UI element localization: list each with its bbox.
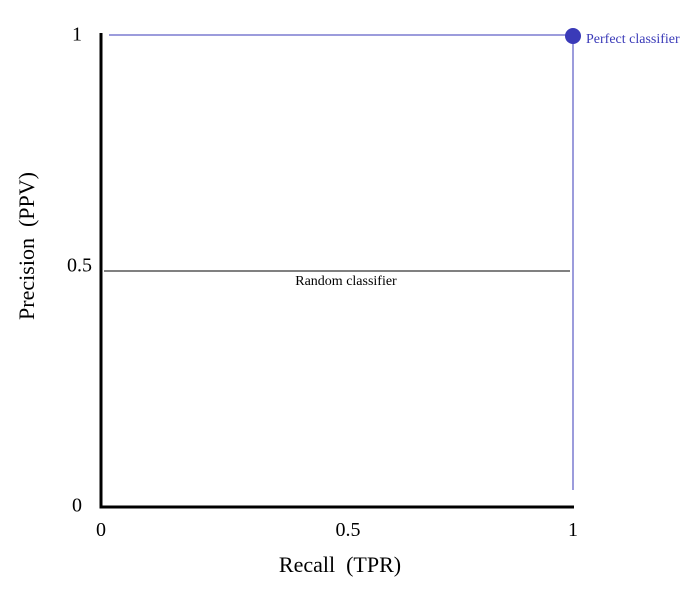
x-tick-label-0: 0 — [96, 519, 106, 541]
perfect-classifier-point — [565, 28, 581, 44]
x-tick-label-1: 1 — [568, 519, 578, 541]
perfect-classifier-line — [109, 34, 574, 490]
y-tick-label-1: 1 — [72, 24, 82, 46]
random-classifier-label: Random classifier — [295, 274, 397, 289]
y-axis-title: Precision (PPV) — [14, 172, 39, 320]
y-tick-label-0: 0 — [72, 495, 82, 517]
y-tick-label-0.5: 0.5 — [67, 255, 92, 277]
perfect-classifier-label: Perfect classifier — [586, 32, 680, 47]
x-tick-label-0.5: 0.5 — [336, 519, 361, 541]
x-axis-title: Recall (TPR) — [279, 552, 401, 577]
